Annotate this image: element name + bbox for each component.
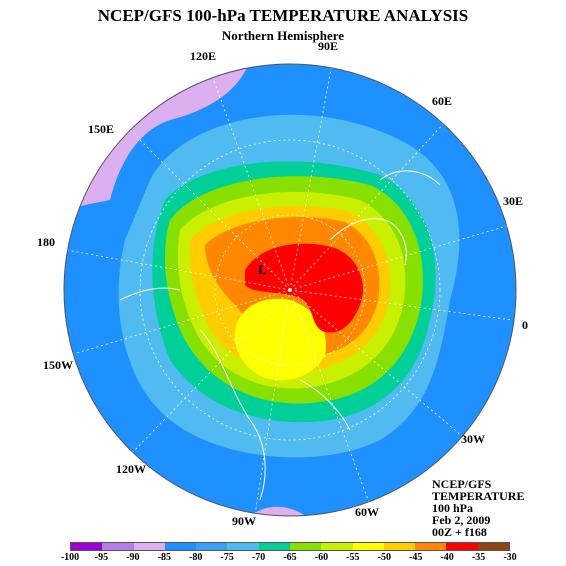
lon-label-30e: 30E [503,194,524,208]
low-pressure-marker: L [258,262,267,277]
colorbar-label: -50 [377,552,391,563]
colorbar-label: -75 [220,552,234,563]
lon-label-180: 180 [37,235,55,249]
colorbar-label: -85 [157,552,171,563]
graticule [65,64,513,516]
colorbar-segment [446,543,478,550]
lon-label-150w: 150W [43,358,73,372]
colorbar [70,542,510,551]
info-level: 100 hPa [432,501,474,515]
colorbar-label: -55 [346,552,360,563]
colorbar-labels: -100 -95 -90 -85 -80 -75 -70 -65 -60 -55 -50 -45 -40… [0,552,566,566]
info-forecast-time: 00Z + f168 [432,525,487,539]
yellow-core-north-america [234,298,326,381]
map-border [63,63,517,517]
colorbar-segment [164,543,197,550]
colorbar-label: -40 [440,552,454,563]
colorbar-label: -95 [94,552,109,563]
continent-outlines [119,170,441,501]
colorbar-label: -30 [503,552,517,563]
colorbar-label: -70 [251,552,266,563]
colorbar-segment [258,543,290,550]
colorbar-segment [321,543,353,550]
lon-label-90w: 90W [232,514,256,528]
info-box: NCEP/GFS TEMPERATURE 100 hPa Feb 2, 2009… [432,478,524,538]
cold-region-bottom [250,506,310,516]
lon-label-60e: 60E [432,94,453,108]
lon-label-120e: 120E [190,49,217,63]
colorbar-segment [102,543,134,550]
colorbar-segment [352,543,384,550]
colorbar-segment [196,543,228,550]
lon-label-30w: 30W [461,432,485,446]
page-title: NCEP/GFS 100-hPa TEMPERATURE ANALYSIS [97,6,469,25]
lon-label-0: 0 [522,318,528,332]
colorbar-label: -100 [60,552,80,563]
colorbar-segment [289,543,322,550]
red-core [245,243,363,333]
lon-label-60w: 60W [355,505,379,519]
colorbar-label: -80 [189,552,203,563]
colorbar-segment [477,543,509,550]
info-date: Feb 2, 2009 [432,513,491,527]
colorbar-label: -45 [409,552,423,563]
colorbar-segment [71,543,103,550]
colorbar-segment [227,543,259,550]
map-fill-layers [64,64,516,516]
colorbar-label: -60 [314,552,329,563]
lon-label-120w: 120W [116,462,146,476]
lon-label-150e: 150E [88,122,115,136]
colorbar-label: -65 [283,552,297,563]
info-source: NCEP/GFS [432,477,492,491]
colorbar-segment [383,543,416,550]
colorbar-segment [133,543,165,550]
colorbar-segment [415,543,447,550]
colorbar-label: -35 [471,552,486,563]
lon-label-90e: 90E [318,39,339,53]
page-subtitle: Northern Hemisphere [221,28,345,43]
colorbar-label: -90 [126,552,140,563]
info-variable: TEMPERATURE [432,489,525,503]
